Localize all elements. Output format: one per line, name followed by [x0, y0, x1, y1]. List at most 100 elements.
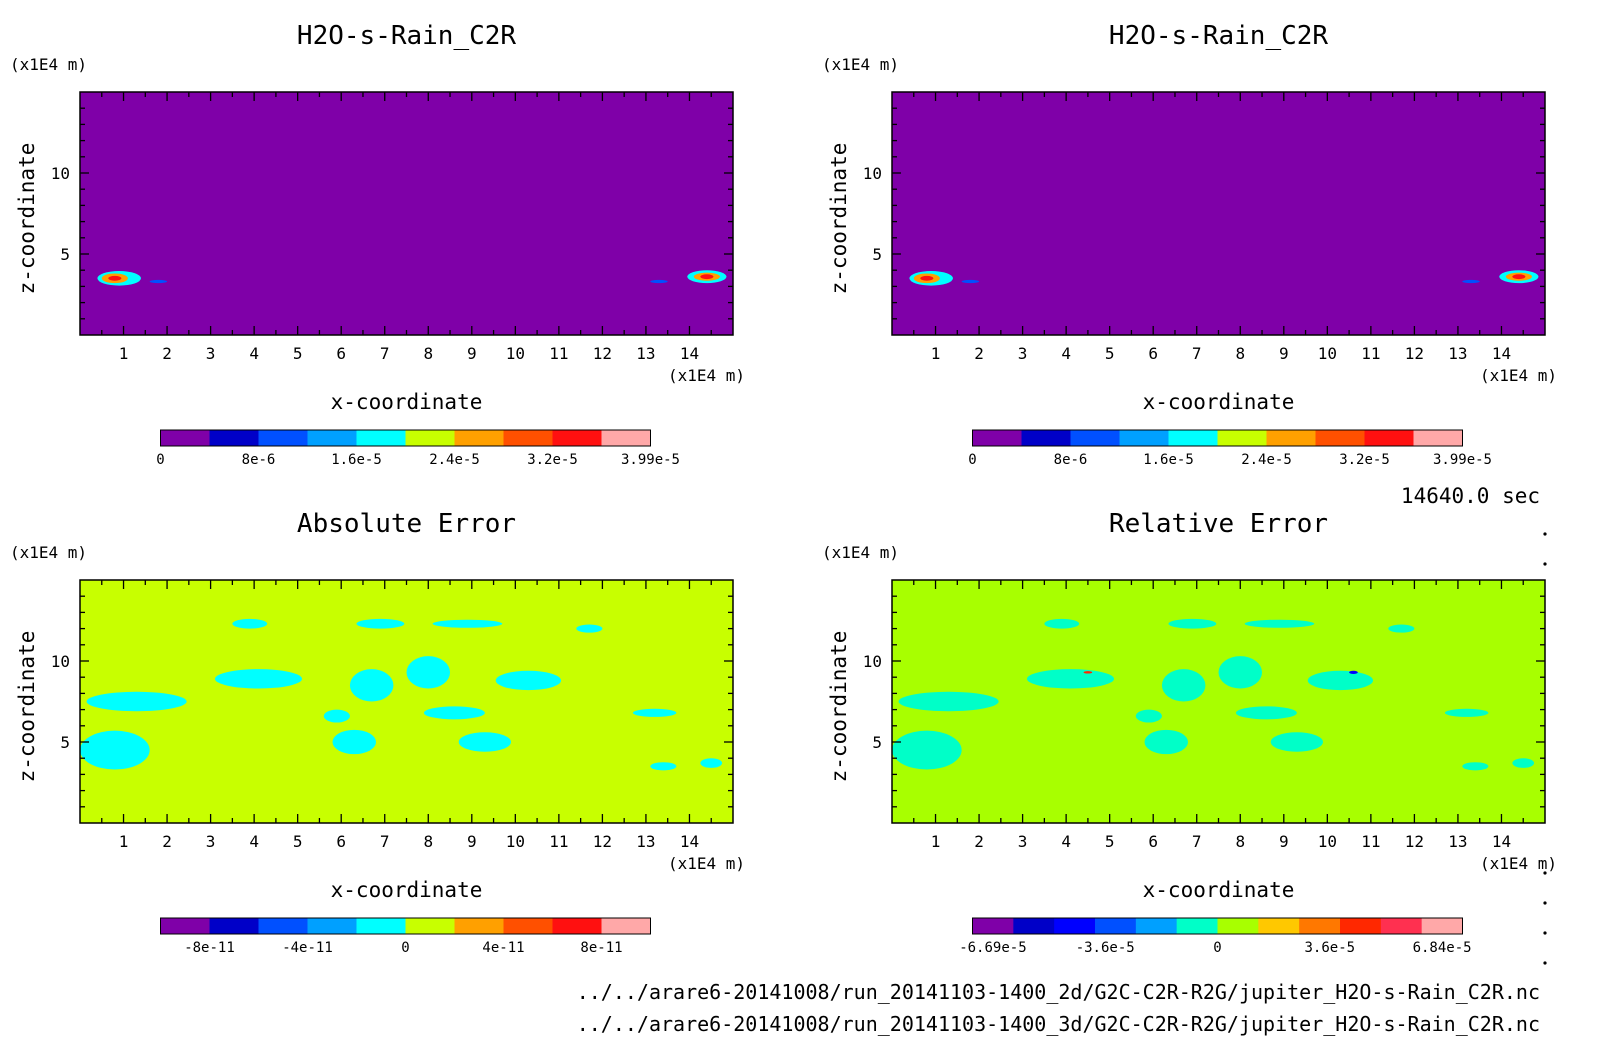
plot-background	[80, 92, 733, 335]
contour-region	[632, 708, 677, 717]
x-tick-label: 1	[931, 344, 941, 363]
x-tick-label: 12	[593, 344, 612, 363]
colorbar-swatch	[405, 430, 455, 446]
colorbar-swatch	[503, 430, 553, 446]
colorbar-swatch	[601, 918, 651, 934]
y-unit-label: (x1E4 m)	[10, 543, 87, 562]
contour-region	[1161, 669, 1206, 702]
x-tick-label: 7	[380, 344, 390, 363]
y-unit-label: (x1E4 m)	[822, 543, 899, 562]
colorbar-frame	[972, 429, 1463, 447]
contour-features	[909, 270, 1539, 286]
x-axis-label: x-coordinate	[331, 390, 483, 414]
x-tick-label: 13	[1448, 832, 1467, 851]
contour-region	[458, 732, 511, 752]
colorbar-tick-label: 3.6e-5	[1305, 940, 1356, 956]
contour-region	[1168, 618, 1217, 629]
x-tick-label: 5	[293, 832, 303, 851]
x-tick-label: 8	[423, 344, 433, 363]
x-tick-label: 6	[1148, 832, 1158, 851]
contour-region	[1135, 709, 1162, 723]
y-tick-label: 10	[863, 652, 882, 671]
contour-region	[1244, 619, 1315, 628]
margin-dot	[1543, 871, 1547, 875]
x-tick-label: 4	[249, 832, 259, 851]
y-tick-label: 5	[60, 733, 70, 752]
contour-region	[576, 624, 603, 633]
colorbar-swatch	[1070, 430, 1120, 446]
colorbar-frame	[160, 917, 651, 935]
colorbar-swatch	[1176, 918, 1218, 934]
contour-region	[495, 670, 562, 691]
colorbar-swatch	[258, 918, 308, 934]
contour-region	[323, 709, 350, 723]
x-tick-label: 12	[1405, 832, 1424, 851]
colorbar-swatch	[1021, 430, 1071, 446]
colorbar-swatch	[307, 918, 357, 934]
x-tick-label: 11	[1361, 832, 1380, 851]
x-tick-label: 7	[380, 832, 390, 851]
colorbar-tick-label: 8e-11	[580, 940, 622, 956]
colorbar-tick-label: 0	[156, 452, 164, 468]
x-tick-label: 8	[423, 832, 433, 851]
colorbar-tick-label: 3.99e-5	[621, 452, 680, 468]
colorbar-swatch	[552, 430, 602, 446]
x-tick-label: 14	[680, 832, 699, 851]
x-tick-label: 5	[293, 344, 303, 363]
colorbar-swatch	[1217, 430, 1267, 446]
colorbar-swatch	[1095, 918, 1137, 934]
colorbar-swatch	[209, 918, 259, 934]
colorbar-frame	[160, 429, 651, 447]
contour-region	[1444, 708, 1489, 717]
contour-region	[961, 279, 980, 284]
contour-region	[1512, 758, 1535, 768]
colorbar-swatch	[1380, 918, 1423, 934]
colorbar-swatch	[1258, 918, 1300, 934]
x-tick-label: 3	[206, 832, 216, 851]
y-axis-label: z-coordinate	[15, 631, 39, 783]
x-tick-label: 11	[1361, 344, 1380, 363]
x-tick-label: 5	[1105, 344, 1115, 363]
y-tick-label: 5	[872, 733, 882, 752]
colorbar-swatch	[1135, 918, 1178, 934]
contour-region	[1270, 732, 1323, 752]
contour-region	[86, 691, 187, 712]
x-tick-label: 11	[549, 832, 568, 851]
contour-region	[1235, 706, 1297, 720]
panel-2: H2O-s-Rain_C2R(x1E4 m)1 2 3 4 5 6 7 8 9 10 11 12 13 1…	[822, 21, 1557, 468]
colorbar-tick-label: -3.6e-5	[1076, 940, 1135, 956]
contour-region	[149, 279, 168, 284]
y-axis-label: z-coordinate	[827, 143, 851, 295]
colorbar-swatch	[1340, 918, 1382, 934]
colorbar-swatch	[1013, 918, 1055, 934]
colorbar-swatch	[1168, 430, 1218, 446]
colorbar-swatch	[972, 430, 1022, 446]
panel-1: H2O-s-Rain_C2R(x1E4 m)1 2 3 4 5 6 7 8 9 10 11 12 13 1…	[10, 21, 745, 468]
colorbar-swatch	[454, 918, 504, 934]
contour-region	[1307, 670, 1374, 691]
chart-title: Relative Error	[1109, 509, 1328, 539]
colorbar-tick-label: 1.6e-5	[331, 452, 382, 468]
x-tick-label: 2	[162, 344, 172, 363]
colorbar-tick-label: 2.4e-5	[429, 452, 480, 468]
y-axis-label: z-coordinate	[15, 143, 39, 295]
x-tick-label: 4	[249, 344, 259, 363]
contour-region	[1388, 624, 1415, 633]
colorbar-tick-label: 1.6e-5	[1143, 452, 1194, 468]
colorbar-swatch	[1421, 918, 1463, 934]
x-tick-label: 1	[119, 344, 129, 363]
colorbar-tick-label: 0	[1213, 940, 1221, 956]
x-tick-label: 6	[336, 344, 346, 363]
x-tick-label: 5	[1105, 832, 1115, 851]
x-unit-label: (x1E4 m)	[1480, 366, 1557, 385]
x-tick-label: 12	[593, 832, 612, 851]
x-tick-label: 11	[549, 344, 568, 363]
x-tick-label: 13	[1448, 344, 1467, 363]
colorbar-swatch	[1054, 918, 1096, 934]
contour-region	[898, 691, 999, 712]
y-tick-label: 5	[60, 245, 70, 264]
contour-region	[332, 729, 377, 755]
contour-region	[1218, 656, 1263, 689]
x-unit-label: (x1E4 m)	[668, 854, 745, 873]
